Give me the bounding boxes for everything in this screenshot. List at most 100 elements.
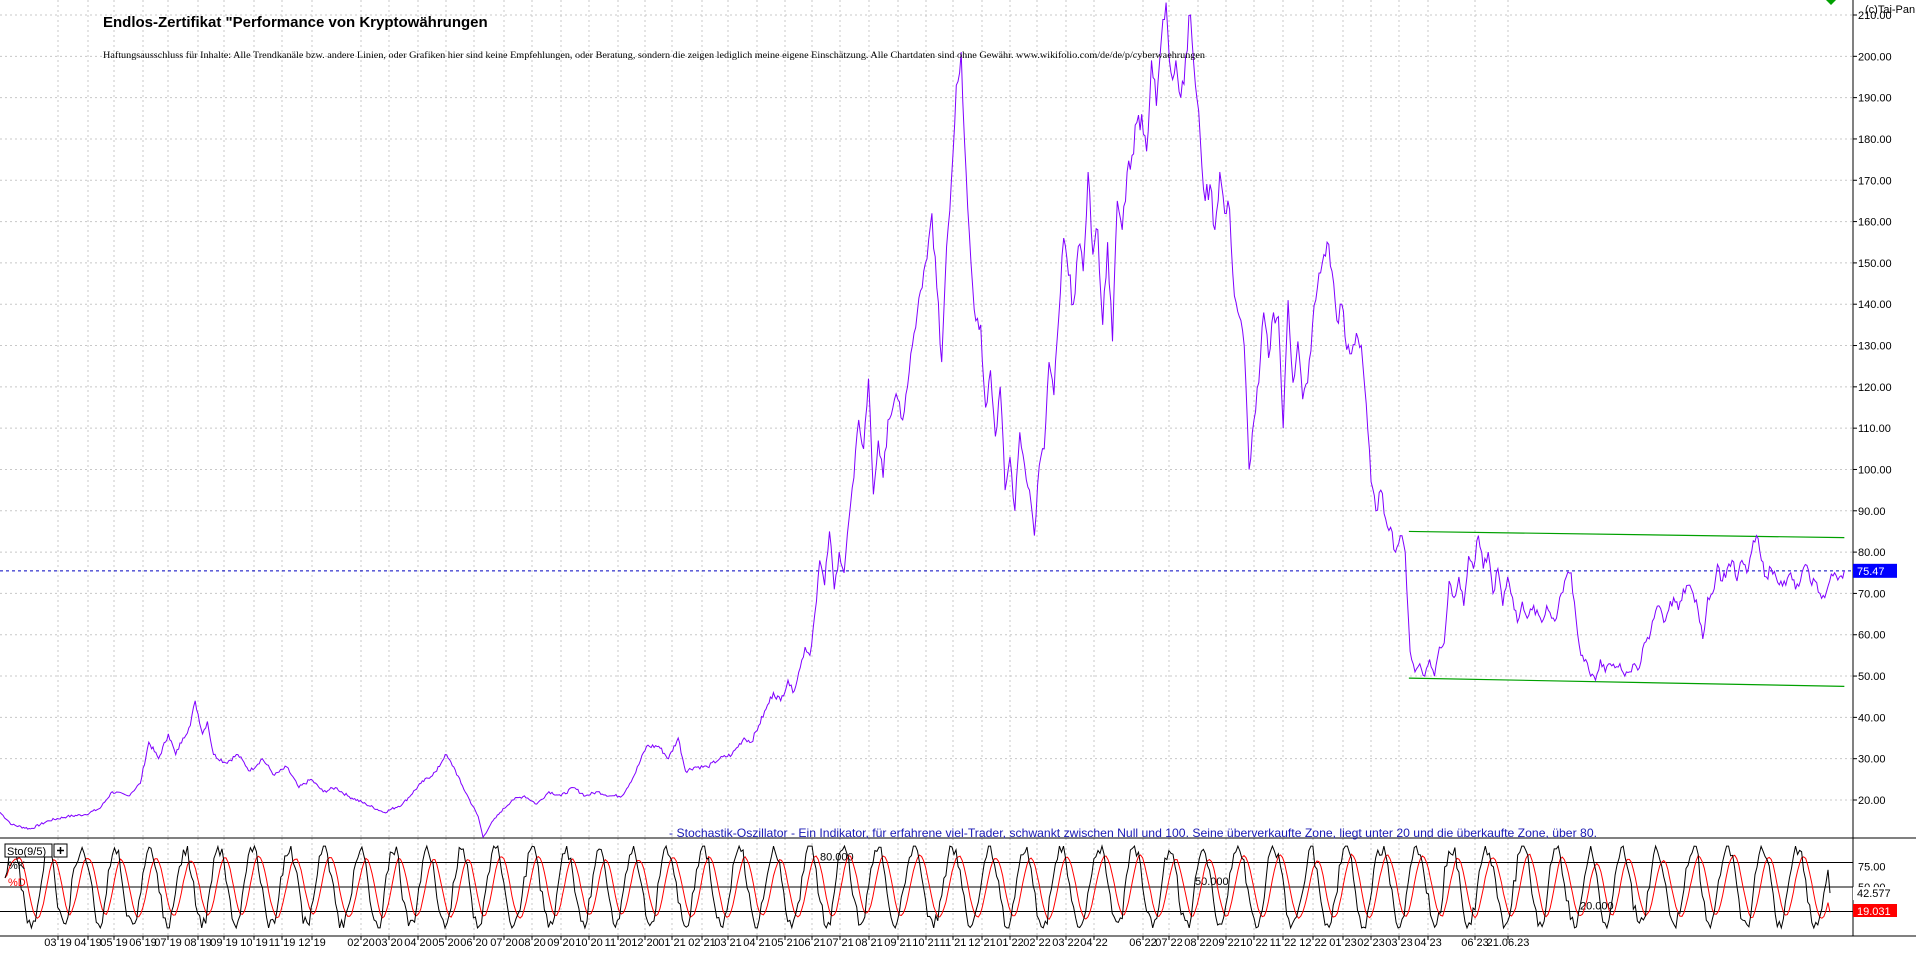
x-tick-label: 06 22 bbox=[1129, 937, 1157, 948]
x-tick-label: 05 20 bbox=[432, 937, 460, 948]
x-tick-label: 09 21 bbox=[884, 937, 912, 948]
x-tick-label: 10 20 bbox=[575, 937, 603, 948]
x-tick-label: 03 19 bbox=[44, 937, 72, 948]
x-tick-label: 03 22 bbox=[1052, 937, 1080, 948]
y-tick-label: 130.00 bbox=[1858, 341, 1892, 353]
x-tick-label: 12 20 bbox=[631, 937, 659, 948]
indicator-label: Sto(9/5) bbox=[7, 846, 46, 858]
x-tick-label: 02 23 bbox=[1357, 937, 1385, 948]
x-tick-label: 08 19 bbox=[184, 937, 212, 948]
y-tick-label: 80.00 bbox=[1858, 547, 1886, 559]
k-last-badge bbox=[1853, 887, 1897, 901]
x-tick-label: 02 22 bbox=[1023, 937, 1051, 948]
oscillator-grid bbox=[57, 838, 1509, 936]
indicator-header: Sto(9/5) %K %D bbox=[4, 843, 68, 889]
x-tick-label: 03 21 bbox=[714, 937, 742, 948]
x-tick-label: 06 19 bbox=[129, 937, 157, 948]
oscillator-level-label: 20.000 bbox=[1580, 901, 1614, 913]
x-tick-label: 04 21 bbox=[743, 937, 771, 948]
x-tick-label: 10 22 bbox=[1240, 937, 1268, 948]
x-tick-label: 09 20 bbox=[547, 937, 575, 948]
trendline bbox=[1408, 677, 1845, 687]
x-tick-label: 04 23 bbox=[1414, 937, 1442, 948]
d-last-label: 19.031 bbox=[1857, 906, 1891, 918]
d-series-line bbox=[4, 853, 1831, 920]
y-tick-label: 160.00 bbox=[1858, 217, 1892, 229]
y-tick-label: 140.00 bbox=[1858, 299, 1892, 311]
x-tick-label: 03 20 bbox=[375, 937, 403, 948]
x-tick-label: 01 21 bbox=[658, 937, 686, 948]
d-legend-label: %D bbox=[8, 877, 26, 889]
corner-marker-icon bbox=[1826, 0, 1836, 5]
k-last-label: 42.577 bbox=[1857, 888, 1891, 900]
x-tick-label: 05 21 bbox=[771, 937, 799, 948]
x-tick-label: 04 19 bbox=[74, 937, 102, 948]
y-tick-label: 50.00 bbox=[1858, 671, 1886, 683]
oscillator-level-label: 80.000 bbox=[820, 851, 854, 863]
y-tick-label: 210.00 bbox=[1858, 10, 1892, 22]
y-axis-ticks: 20.00 30.00 40.00 50.00 60.00 70.00 80.00 90.00… bbox=[1853, 10, 1892, 807]
x-tick-label: 07 21 bbox=[826, 937, 854, 948]
chart-subtitle: Haftungsausschluss für Inhalte: Alle Tre… bbox=[103, 50, 1205, 61]
x-tick-label: 02 20 bbox=[347, 937, 375, 948]
copyright-label: (c)Tai-Pan bbox=[1865, 4, 1915, 16]
x-tick-label: 12 22 bbox=[1299, 937, 1327, 948]
x-tick-label: 06 21 bbox=[798, 937, 826, 948]
indicator-label-box bbox=[4, 843, 53, 858]
d-last-badge bbox=[1853, 904, 1897, 917]
x-tick-label: 07 22 bbox=[1155, 937, 1183, 948]
x-tick-label: 08 22 bbox=[1184, 937, 1212, 948]
x-tick-label: 11 22 bbox=[1270, 937, 1297, 948]
oscillator-y-tick-label: 75.00 bbox=[1858, 862, 1886, 874]
x-tick-label: 07 20 bbox=[490, 937, 518, 948]
y-tick-label: 70.00 bbox=[1858, 588, 1886, 600]
x-tick-label: 09 22 bbox=[1212, 937, 1240, 948]
x-tick-label: 10 19 bbox=[240, 937, 268, 948]
x-tick-label: 08 20 bbox=[518, 937, 546, 948]
y-tick-label: 200.00 bbox=[1858, 51, 1892, 63]
trendline bbox=[1408, 530, 1845, 539]
x-tick-label: 11 21 bbox=[940, 937, 967, 948]
x-tick-label: 04 20 bbox=[404, 937, 432, 948]
x-tick-label: 12 19 bbox=[298, 937, 326, 948]
y-tick-label: 60.00 bbox=[1858, 630, 1886, 642]
x-tick-label: 06 20 bbox=[460, 937, 488, 948]
x-tick-label: 05 19 bbox=[100, 937, 128, 948]
price-grid bbox=[0, 0, 1853, 838]
x-tick-label: 03 23 bbox=[1385, 937, 1413, 948]
trendlines bbox=[1408, 530, 1845, 687]
x-tick-label: 11 20 bbox=[605, 937, 632, 948]
k-last-marker: 42.577 bbox=[1853, 887, 1897, 901]
y-tick-label: 30.00 bbox=[1858, 754, 1886, 766]
y-tick-label: 150.00 bbox=[1858, 258, 1892, 270]
x-tick-label: 12 21 bbox=[968, 937, 996, 948]
y-tick-label: 20.00 bbox=[1858, 795, 1886, 807]
y-tick-label: 110.00 bbox=[1858, 423, 1891, 435]
chart-title: Endlos-Zertifikat "Performance von Krypt… bbox=[103, 14, 488, 31]
x-tick-label: 07 19 bbox=[154, 937, 182, 948]
x-tick-label: 01 22 bbox=[996, 937, 1024, 948]
k-series-line bbox=[4, 844, 1831, 930]
k-legend-label: %K bbox=[8, 860, 26, 872]
y-tick-label: 170.00 bbox=[1858, 175, 1892, 187]
price-series-line bbox=[0, 2, 1845, 839]
d-last-marker: 19.031 bbox=[1853, 904, 1897, 918]
x-tick-label: 21.06.23 bbox=[1487, 937, 1530, 948]
x-tick-label: 10 21 bbox=[912, 937, 940, 948]
y-tick-label: 40.00 bbox=[1858, 712, 1886, 724]
oscillator-annotation: - Stochastik-Oszillator - Ein Indikator,… bbox=[669, 826, 1597, 840]
x-tick-label: 08 21 bbox=[855, 937, 883, 948]
y-tick-label: 90.00 bbox=[1858, 506, 1886, 518]
x-tick-label: 01 23 bbox=[1329, 937, 1357, 948]
x-tick-label: 11 19 bbox=[269, 937, 296, 948]
last-value-marker: 75.47 bbox=[1853, 563, 1897, 578]
y-tick-label: 100.00 bbox=[1858, 464, 1892, 476]
y-tick-label: 180.00 bbox=[1858, 134, 1892, 146]
x-tick-label: 06 23 bbox=[1461, 937, 1489, 948]
x-tick-label: 09 19 bbox=[210, 937, 238, 948]
x-tick-label: 04 22 bbox=[1080, 937, 1108, 948]
y-tick-label: 190.00 bbox=[1858, 93, 1892, 105]
